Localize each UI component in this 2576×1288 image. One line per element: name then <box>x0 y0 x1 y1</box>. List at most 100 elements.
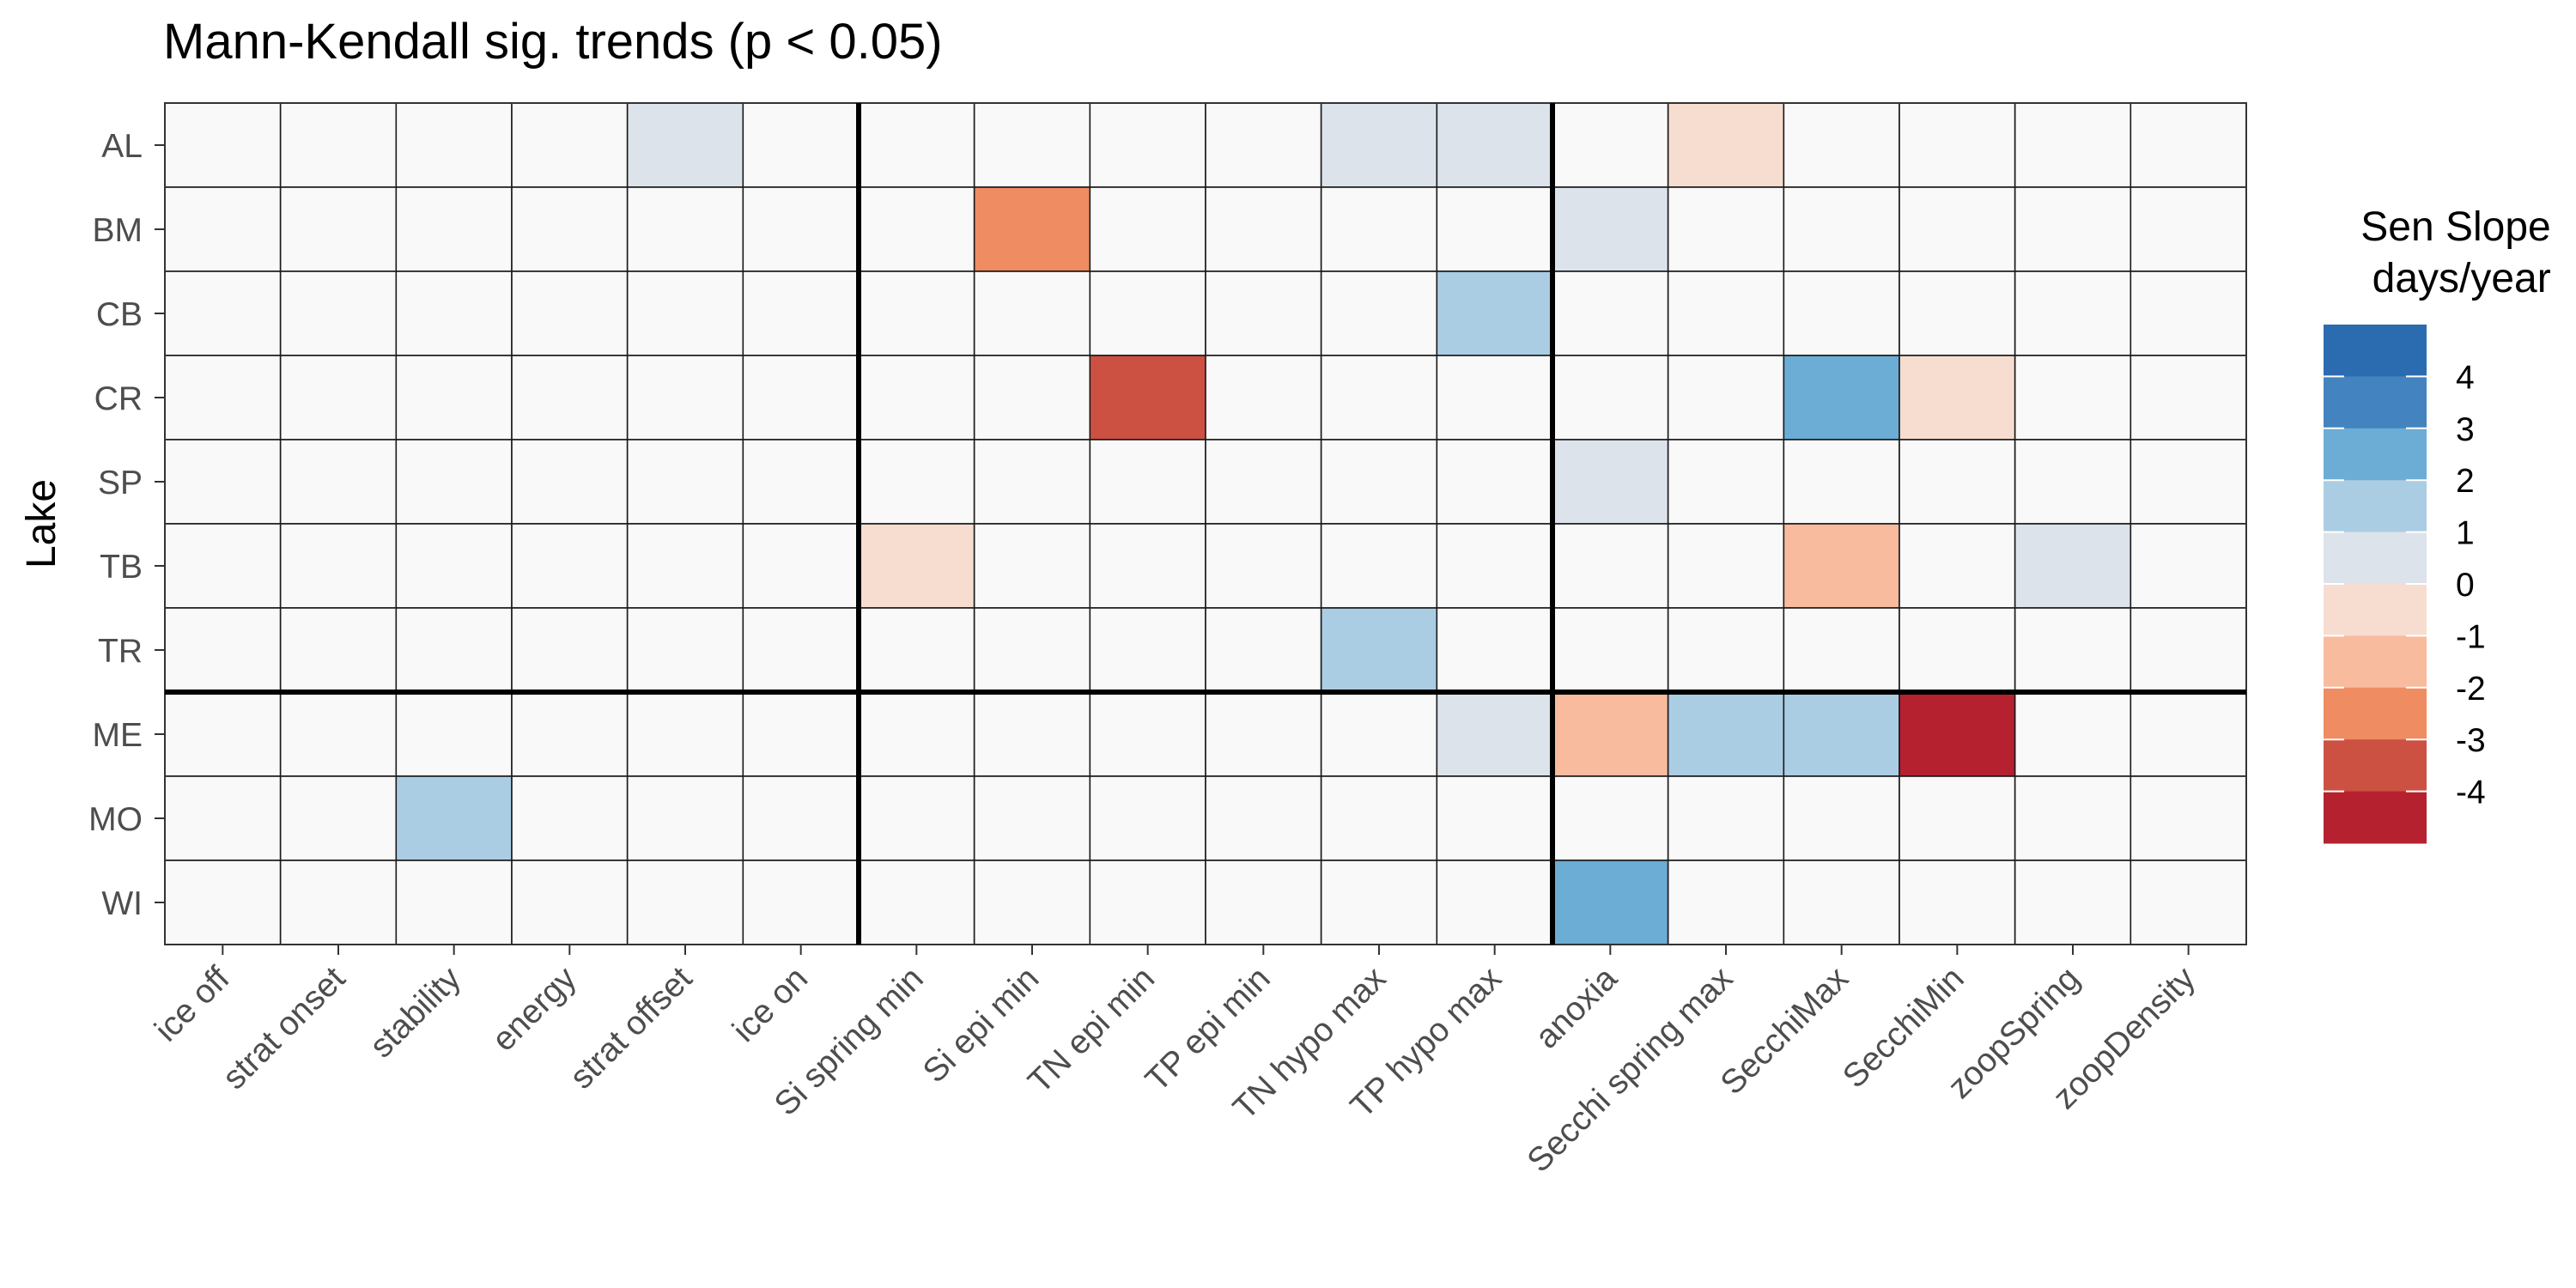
heatmap-cell-empty <box>1783 775 1900 861</box>
heatmap-cell-empty <box>1552 102 1669 188</box>
heatmap-cell-empty <box>279 102 398 188</box>
heatmap-cell-value <box>1436 691 1553 777</box>
heatmap-cell-empty <box>858 691 975 777</box>
heatmap-cell-empty <box>511 355 629 440</box>
heatmap-cell-empty <box>858 270 975 356</box>
heatmap-cell-empty <box>626 270 744 356</box>
heatmap-cell-empty <box>164 691 282 777</box>
heatmap-cell-empty <box>2129 186 2247 272</box>
heatmap-cell-value <box>1667 691 1785 777</box>
heatmap-cell-empty <box>279 439 398 525</box>
x-tick-label: strat onset <box>216 960 352 1097</box>
legend-color-bin <box>2324 739 2427 793</box>
legend-color-bin <box>2324 791 2427 844</box>
heatmap-cell-value <box>1552 186 1669 272</box>
heatmap-cell-empty <box>973 439 1091 525</box>
y-tick-label: SP <box>98 465 143 501</box>
heatmap-cell-empty <box>1320 270 1438 356</box>
y-axis-label: Lake <box>19 479 64 568</box>
heatmap-cell-empty <box>2014 860 2132 945</box>
y-tick-label: MO <box>88 801 143 838</box>
y-tick-label: AL <box>101 128 143 165</box>
heatmap-cell-value <box>1899 355 2016 440</box>
heatmap-cell-value <box>1436 102 1553 188</box>
heatmap-cell-empty <box>626 860 744 945</box>
heatmap-cell-empty <box>2014 186 2132 272</box>
heatmap-cell-empty <box>2014 691 2132 777</box>
heatmap-cell-empty <box>511 102 629 188</box>
heatmap-cell-empty <box>1205 270 1322 356</box>
legend-color-bin <box>2324 532 2427 585</box>
heatmap-cell-empty <box>626 775 744 861</box>
legend-color-bin <box>2324 325 2427 377</box>
heatmap-cell-empty <box>1205 102 1322 188</box>
heatmap-cell-empty <box>1205 860 1322 945</box>
legend-tick-label: 4 <box>2456 359 2475 396</box>
heatmap-cell-empty <box>2129 860 2247 945</box>
heatmap-cell-empty <box>164 439 282 525</box>
heatmap-cell-value <box>1320 102 1438 188</box>
heatmap-cell-value <box>1783 691 1900 777</box>
legend-tick-label: 1 <box>2456 515 2475 552</box>
heatmap-cell-empty <box>1320 775 1438 861</box>
heatmap-cell-empty <box>279 691 398 777</box>
heatmap-cell-empty <box>1783 607 1900 693</box>
x-tick-label: ice on <box>726 960 815 1049</box>
heatmap-cell-empty <box>1089 691 1206 777</box>
heatmap-cell-empty <box>2129 270 2247 356</box>
heatmap-cell-empty <box>511 607 629 693</box>
heatmap-cell-empty <box>164 186 282 272</box>
legend-tick-label: 0 <box>2456 567 2475 604</box>
heatmap-cell-empty <box>1899 186 2016 272</box>
heatmap-cell-empty <box>1667 186 1785 272</box>
heatmap-cell-empty <box>1436 523 1553 609</box>
heatmap-cell-value <box>1899 691 2016 777</box>
heatmap-cell-empty <box>2014 607 2132 693</box>
heatmap-cell-empty <box>2014 775 2132 861</box>
legend-tick-label: -4 <box>2456 775 2486 811</box>
legend-title-line: Sen Slope <box>2360 204 2551 250</box>
x-tick-label: strat offset <box>563 960 700 1097</box>
heatmap-cell-empty <box>2014 102 2132 188</box>
heatmap-cell-empty <box>1436 860 1553 945</box>
x-tick-label: SecchiMax <box>1714 960 1856 1103</box>
heatmap-cell-empty <box>2014 355 2132 440</box>
heatmap-cell-empty <box>2129 102 2247 188</box>
heatmap-cell-empty <box>1667 607 1785 693</box>
heatmap-cell-empty <box>395 355 513 440</box>
heatmap-cell-empty <box>742 439 860 525</box>
heatmap-cell-value <box>973 186 1091 272</box>
heatmap-cell-empty <box>395 186 513 272</box>
x-tick-label: TN epi min <box>1021 960 1162 1101</box>
heatmap-cell-value <box>1667 102 1785 188</box>
heatmap-cell-empty <box>1320 691 1438 777</box>
heatmap-cell-empty <box>742 355 860 440</box>
heatmap-cell-empty <box>279 355 398 440</box>
heatmap-cell-empty <box>1436 439 1553 525</box>
heatmap-cell-empty <box>1205 523 1322 609</box>
legend-color-bin <box>2324 687 2427 740</box>
heatmap-cell-empty <box>742 775 860 861</box>
y-tick-label: CB <box>96 296 143 333</box>
heatmap-cell-empty <box>1320 860 1438 945</box>
heatmap-cell-empty <box>1089 523 1206 609</box>
legend-tick-label: -2 <box>2456 671 2486 708</box>
heatmap-cell-empty <box>1205 607 1322 693</box>
heatmap-cell-empty <box>1667 860 1785 945</box>
chart-title: Mann-Kendall sig. trends (p < 0.05) <box>163 14 943 70</box>
heatmap-grid <box>164 102 2247 945</box>
heatmap-cell-empty <box>1899 270 2016 356</box>
heatmap-cell-empty <box>742 607 860 693</box>
heatmap-cell-empty <box>1436 355 1553 440</box>
heatmap-cell-empty <box>1436 607 1553 693</box>
heatmap-cell-empty <box>1436 186 1553 272</box>
heatmap-cell-empty <box>1899 860 2016 945</box>
heatmap-cell-empty <box>2129 523 2247 609</box>
heatmap-cell-empty <box>626 607 744 693</box>
x-tick-label: anoxia <box>1528 960 1625 1056</box>
legend-color-bin <box>2324 480 2427 533</box>
heatmap-cell-empty <box>511 270 629 356</box>
heatmap-cell-empty <box>1552 355 1669 440</box>
heatmap-cell-empty <box>1089 102 1206 188</box>
